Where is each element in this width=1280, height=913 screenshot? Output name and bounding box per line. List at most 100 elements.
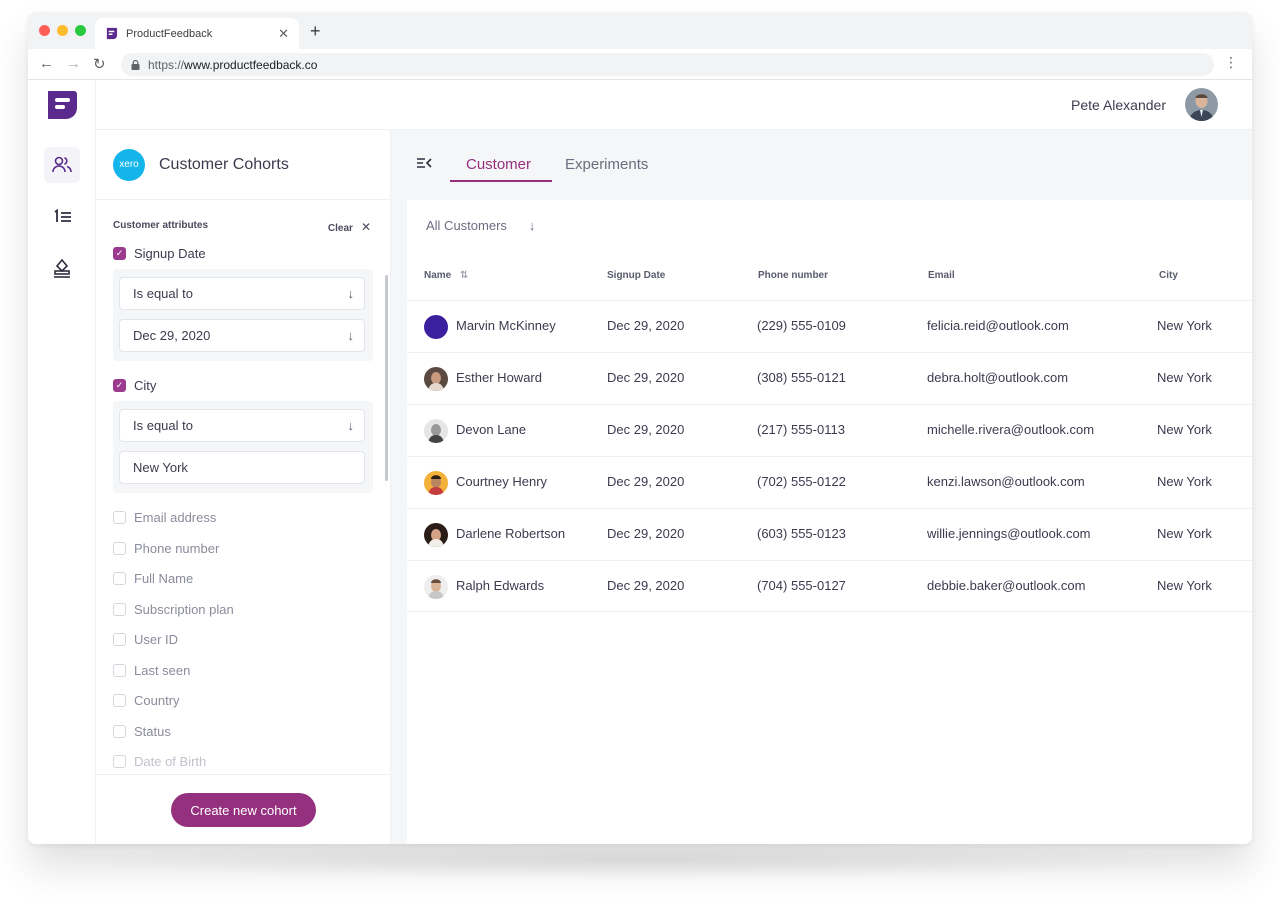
checkbox-attribute[interactable]: Country: [113, 693, 180, 708]
customers-filter-dropdown[interactable]: All Customers ↓: [426, 218, 535, 233]
window-controls: [39, 25, 86, 36]
stamp-icon: [54, 259, 70, 278]
minimize-window-button[interactable]: [57, 25, 68, 36]
table-row[interactable]: Darlene Robertson Dec 29, 2020 (603) 555-0…: [407, 508, 1252, 560]
table-row[interactable]: Ralph Edwards Dec 29, 2020 (704) 555-0127 d…: [407, 560, 1252, 612]
phone-number: (603) 555-0123: [757, 526, 846, 541]
column-header-city[interactable]: City: [1159, 270, 1178, 281]
checkbox-box: [113, 633, 126, 646]
checkbox-box: [113, 603, 126, 616]
table-row[interactable]: Esther Howard Dec 29, 2020 (308) 555-0121 d…: [407, 352, 1252, 404]
filter-label: All Customers: [426, 218, 507, 233]
browser-tab[interactable]: ProductFeedback ✕: [95, 18, 299, 49]
rail-customers-button[interactable]: [44, 147, 80, 183]
customer-name: Ralph Edwards: [456, 578, 545, 593]
browser-menu-icon[interactable]: ⋮: [1224, 54, 1238, 70]
attributes-header: Customer attributes Clear ✕: [113, 220, 371, 234]
attribute-label: Last seen: [134, 663, 191, 678]
app: Pete Alexander xero Customer Cohorts Cus…: [28, 80, 1252, 844]
new-tab-button[interactable]: +: [310, 21, 321, 41]
checkbox-attribute[interactable]: Email address: [113, 510, 216, 525]
nav-rail: [28, 80, 96, 844]
column-header-signup[interactable]: Signup Date: [607, 270, 666, 281]
attribute-label: Subscription plan: [134, 602, 234, 617]
lock-icon: [131, 59, 140, 70]
numbered-list-icon: [54, 209, 71, 222]
user-avatar[interactable]: [1185, 88, 1218, 121]
reload-icon[interactable]: ↻: [93, 56, 106, 73]
close-window-button[interactable]: [39, 25, 50, 36]
checkbox-attribute[interactable]: Last seen: [113, 663, 190, 678]
create-cohort-button[interactable]: Create new cohort: [171, 793, 316, 827]
customer-avatar: [424, 419, 448, 443]
customer-name: Devon Lane: [456, 422, 527, 437]
city-value: New York: [133, 460, 188, 475]
checkbox-attribute[interactable]: Phone number: [113, 541, 219, 556]
rail-stamp-button[interactable]: [44, 251, 80, 287]
phone-number: (704) 555-0127: [757, 578, 846, 593]
sidebar-scrollbar[interactable]: [385, 275, 388, 481]
city: New York: [1157, 318, 1212, 333]
url-protocol: https://: [148, 57, 185, 72]
city-filter-group: Is equal to ↓ New York: [113, 401, 373, 493]
email[interactable]: kenzi.lawson@outlook.com: [927, 474, 1085, 489]
tab-experiments[interactable]: Experiments: [565, 156, 649, 173]
customers-table-card: All Customers ↓ Name ⇅ Signup Date Phone …: [407, 200, 1252, 844]
arrow-down-icon: ↓: [347, 286, 355, 301]
table-row[interactable]: Courtney Henry Dec 29, 2020 (702) 555-0122…: [407, 456, 1252, 508]
checkbox-attribute[interactable]: Subscription plan: [113, 602, 234, 617]
productfeedback-logo[interactable]: [45, 90, 79, 122]
signup-date: Dec 29, 2020: [607, 422, 685, 437]
signup-operator-select[interactable]: Is equal to ↓: [119, 277, 365, 310]
customer-name: Courtney Henry: [456, 474, 548, 489]
city: New York: [1157, 422, 1212, 437]
tab-customer[interactable]: Customer: [466, 156, 532, 173]
top-header: Pete Alexander: [96, 80, 1252, 130]
close-tab-icon[interactable]: ✕: [278, 25, 289, 41]
city-value-input[interactable]: New York: [119, 451, 365, 484]
url-host: www.productfeedback.co: [184, 57, 318, 72]
checkbox-city[interactable]: ✓ City: [113, 378, 156, 393]
email[interactable]: debbie.baker@outlook.com: [927, 578, 1086, 593]
customer-avatar: [424, 367, 448, 391]
checkbox-signup-date[interactable]: ✓ Signup Date: [113, 246, 206, 261]
clear-x-icon: ✕: [360, 220, 371, 234]
active-tab-underline: [450, 180, 552, 182]
checkbox-attribute[interactable]: Date of Birth: [113, 754, 206, 769]
table-row[interactable]: Devon Lane Dec 29, 2020 (217) 555-0113 mich…: [407, 404, 1252, 456]
url-field[interactable]: https://www.productfeedback.co: [121, 53, 1214, 76]
table-row[interactable]: Marvin McKinney Dec 29, 2020 (229) 555-010…: [407, 300, 1252, 352]
favicon-icon: [106, 27, 118, 40]
customer-name: Esther Howard: [456, 370, 542, 385]
main-panel: Customer Experiments All Customers ↓ Name…: [391, 130, 1252, 844]
rail-list-button[interactable]: [44, 199, 80, 235]
phone-number: (229) 555-0109: [757, 318, 846, 333]
back-icon[interactable]: ←: [39, 55, 54, 72]
checkbox-attribute[interactable]: User ID: [113, 632, 178, 647]
email[interactable]: felicia.reid@outlook.com: [927, 318, 1069, 333]
checkbox-attribute[interactable]: Full Name: [113, 571, 193, 586]
user-name: Pete Alexander: [1071, 97, 1166, 113]
checkbox-attribute[interactable]: Status: [113, 724, 171, 739]
city-operator-select[interactable]: Is equal to ↓: [119, 409, 365, 442]
customer-avatar: [424, 315, 448, 339]
attribute-label: Status: [134, 724, 171, 739]
forward-icon[interactable]: →: [66, 55, 81, 72]
email[interactable]: willie.jennings@outlook.com: [927, 526, 1091, 541]
collapse-sidebar-icon[interactable]: [416, 156, 432, 170]
column-header-phone[interactable]: Phone number: [758, 270, 829, 281]
address-bar-row: ← → ↻ https://www.productfeedback.co ⋮: [28, 49, 1252, 80]
cohorts-sidebar: xero Customer Cohorts Customer attribute…: [96, 130, 391, 844]
email[interactable]: michelle.rivera@outlook.com: [927, 422, 1095, 437]
arrow-down-icon: ↓: [528, 218, 536, 233]
column-header-email[interactable]: Email: [928, 270, 955, 281]
signup-date-select[interactable]: Dec 29, 2020 ↓: [119, 319, 365, 352]
checkbox-box: [113, 664, 126, 677]
xero-badge: xero: [113, 148, 145, 181]
cohorts-title: Customer Cohorts: [159, 155, 289, 173]
clear-button[interactable]: Clear ✕: [328, 220, 371, 234]
column-header-name[interactable]: Name ⇅: [424, 270, 468, 281]
customer-avatar: [424, 471, 448, 495]
maximize-window-button[interactable]: [75, 25, 86, 36]
email[interactable]: debra.holt@outlook.com: [927, 370, 1069, 385]
